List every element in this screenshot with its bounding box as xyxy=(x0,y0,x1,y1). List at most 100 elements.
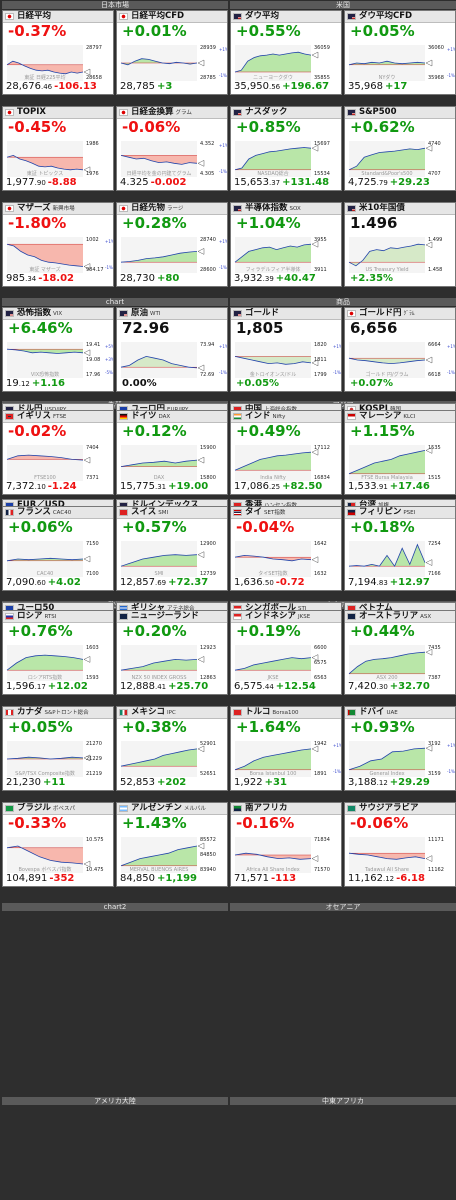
market-name: フランス CAC40 xyxy=(17,507,72,517)
card-header: カナダ S&Pトロント総合 xyxy=(3,707,113,719)
market-card[interactable]: ダウ平均 +0.55% 35,950.56 +196.67 ニューヨークダウ 36059 3… xyxy=(230,10,342,95)
market-card[interactable]: インドネシア JKSE +0.19% 6,575.44 +12.54 JKSE 6600 65… xyxy=(230,610,342,695)
card-header: スイス SMI xyxy=(117,507,227,519)
axis-tick-label: 1811 xyxy=(314,357,327,363)
card-header: TOPIX xyxy=(3,107,113,119)
price-change: +80 xyxy=(157,273,180,284)
card-header: 日経先物 ラージ xyxy=(117,203,227,215)
market-card[interactable]: 日経金換算 グラム -0.06% 4.325 -0.002 日経平均を金の円建てグラム 4.… xyxy=(116,106,228,191)
price-value: 985 xyxy=(6,273,26,284)
market-card[interactable]: 日経先物 ラージ +0.28% 28,730 +80 28740 28600 +1% -1% xyxy=(116,202,228,287)
axis-tick-label: 72.69 xyxy=(200,372,214,378)
axis-tick-label: 6600 xyxy=(314,645,327,651)
intraday-chart: ロシアRTS指数 1603 1593 xyxy=(6,645,99,681)
percent-tick-label: -1% xyxy=(219,73,227,78)
last-price-marker xyxy=(83,860,91,868)
price-line: 21,230 +11 xyxy=(6,777,67,789)
market-card[interactable]: ロシア RTSI +0.76% 1,596.17 +12.02 ロシアRTS指数 1603 1… xyxy=(2,610,114,695)
market-card[interactable]: ブラジル ボベスパ -0.33% 104,891 -352 Bovespa ボベスパ指数 1… xyxy=(2,802,114,887)
last-price-marker xyxy=(425,648,433,656)
market-card[interactable]: 南アフリカ -0.16% 71,571 -113 Africa All Share In… xyxy=(230,802,342,887)
market-card[interactable]: スイス SMI +0.57% 12,857.69 +72.37 SMI 12900 12739 xyxy=(116,506,228,591)
last-price-marker xyxy=(197,551,205,559)
last-price-marker xyxy=(197,456,205,464)
chart-line xyxy=(348,450,426,475)
price-line: 7,090.60 +4.02 xyxy=(6,577,83,589)
swiss-flag-icon xyxy=(119,509,128,516)
change-percent: +0.19% xyxy=(236,622,301,640)
market-card[interactable]: マザーズ 新興市場 -1.80% 985.34 -18.02 東証 マザーズ 1002 984… xyxy=(2,202,114,287)
card-header: イギリス FTSE xyxy=(3,411,113,423)
chart-background xyxy=(7,342,83,378)
intraday-chart: 7254 7166 xyxy=(348,541,441,577)
japan-flag-icon xyxy=(5,205,14,212)
market-card[interactable]: S&P500 +0.62% 4,725.79 +29.23 Standard&Poor'… xyxy=(344,106,456,191)
card-header: ゴールド xyxy=(231,308,341,320)
market-card[interactable]: ニュージーランド +0.20% 12,888.41 +25.70 NZX 50 INDE… xyxy=(116,610,228,695)
chart-area xyxy=(349,244,425,266)
market-card[interactable]: マレーシア KLCI +1.15% 1,533.91 +17.46 FTSE Bursa … xyxy=(344,410,456,495)
market-card[interactable]: ゴールド 1,805 +0.05% 金トロイオンス/ドル 1820 1811 1799 +1%… xyxy=(230,307,342,392)
market-card[interactable]: ゴールド円 ｸﾞﾗﾑ 6,656 +0.07% ゴールド 円/グラム 6664 6618 +1… xyxy=(344,307,456,392)
chart-line xyxy=(120,748,198,767)
index-watermark: India Nifty xyxy=(260,475,286,481)
market-card[interactable]: ドバイ UAE +0.93% 3,188.12 +29.29 General Index 3… xyxy=(344,706,456,791)
chart-line xyxy=(120,554,198,567)
market-card[interactable]: ダウ平均CFD +0.05% 35,968 +17 NYダウ 36060 35968 +1% -… xyxy=(344,10,456,95)
brazil-flag-icon xyxy=(5,805,14,812)
chart-area xyxy=(235,555,311,561)
france-flag-icon xyxy=(5,509,14,516)
market-subname: CAC40 xyxy=(52,510,72,516)
change-percent: -0.16% xyxy=(236,814,295,832)
market-card[interactable]: イギリス FTSE -0.02% 7,372.10 -1.24 FTSE100 7404 73… xyxy=(2,410,114,495)
market-card[interactable]: メキシコ IPC +0.38% 52,853 +202 52901 52651 xyxy=(116,706,228,791)
price-line: 1,636.50 -0.72 xyxy=(234,577,307,589)
chart-line xyxy=(234,51,312,73)
market-card[interactable]: フィリピン PSEI +0.18% 7,194.83 +12.97 7254 7166 xyxy=(344,506,456,591)
market-card[interactable]: サウジアラビア -0.06% 11,162.12 -6.18 Tadawul All S… xyxy=(344,802,456,887)
index-watermark: S&P/TSX Composite指数 xyxy=(15,770,75,777)
intraday-chart: 東証 日経225平均 28797 28658 xyxy=(6,45,102,81)
intraday-chart: タイSET指数 1642 1632 xyxy=(234,541,327,577)
price-decimals: .79 xyxy=(376,179,388,187)
market-card[interactable]: TOPIX -0.45% 1,977.90 -8.88 東証 トピックス 1986 1976 xyxy=(2,106,114,191)
chart-area xyxy=(7,244,83,267)
chart-line xyxy=(6,756,84,760)
chart-area xyxy=(7,655,83,671)
intraday-chart: CAC40 7150 7100 xyxy=(6,541,99,577)
market-card[interactable]: 恐怖指数 VIX +6.46% 19.12 +1.16 VIX恐怖指数 19.41 19.08… xyxy=(2,307,114,392)
card-header: S&P500 xyxy=(345,107,455,119)
chart-line xyxy=(234,356,312,365)
percent-tick-label: +1% xyxy=(447,743,456,748)
price-line: 35,950.56 +196.67 xyxy=(234,81,331,93)
card-header: インドネシア JKSE xyxy=(231,611,341,623)
market-card[interactable]: アルゼンチン メルバル +1.43% 84,850 +1,199 MERVAL BUENO… xyxy=(116,802,228,887)
price-value: 4,725 xyxy=(348,177,377,188)
card-header: フランス CAC40 xyxy=(3,507,113,519)
change-percent: +0.85% xyxy=(236,118,301,136)
turkey-flag-icon xyxy=(233,709,242,716)
market-card[interactable]: トルコ Borsa100 +1.64% 1,922 +31 Borsa Istanbul … xyxy=(230,706,342,791)
last-price-marker xyxy=(83,263,91,270)
market-card[interactable]: フランス CAC40 +0.06% 7,090.60 +4.02 CAC40 7150 710… xyxy=(2,506,114,591)
price-decimals: .30 xyxy=(376,683,388,691)
market-subname: Nifty xyxy=(272,414,286,420)
market-card[interactable]: タイ SET指数 -0.04% 1,636.50 -0.72 タイSET指数 1642 163… xyxy=(230,506,342,591)
market-card[interactable]: 米10年国債 1.496 +2.35% US Treasury Yield 1.499 1… xyxy=(344,202,456,287)
usa-flag-icon xyxy=(347,13,356,20)
chart-line xyxy=(120,251,198,263)
market-card[interactable]: 半導体指数 SOX +1.04% 3,932.39 +40.47 フィラデルフィア半導体 3… xyxy=(230,202,342,287)
price-line: 15,775.31 +19.00 xyxy=(120,481,210,493)
market-card[interactable]: インド Nifty +0.49% 17,086.25 +82.50 India Nifty… xyxy=(230,410,342,495)
market-card[interactable]: 日経平均CFD +0.01% 28,785 +3 28939 28785 +1% -1% xyxy=(116,10,228,95)
market-card[interactable]: 日経平均 -0.37% 28,676.46 -106.13 東証 日経225平均 2879… xyxy=(2,10,114,95)
market-card[interactable]: ドイツ DAX +0.12% 15,775.31 +19.00 DAX 15900 15800 xyxy=(116,410,228,495)
market-card[interactable]: 原油 WTI 72.96 0.00% 73.94 72.69 +1% -1% xyxy=(116,307,228,392)
intraday-chart: 73.94 72.69 +1% -1% xyxy=(120,342,227,378)
market-card[interactable]: ナスダック +0.85% 15,653.37 +131.48 NASDAQ総合 15697… xyxy=(230,106,342,191)
market-card[interactable]: オーストラリア ASX +0.44% 7,420.30 +32.70 ASX 200 743… xyxy=(344,610,456,695)
price-change: -6.18 xyxy=(396,873,425,884)
price-change: +19.00 xyxy=(168,481,209,492)
market-card[interactable]: カナダ S&Pトロント総合 +0.05% 21,230 +11 S&P/TSX Compo… xyxy=(2,706,114,791)
chart-area xyxy=(349,61,425,65)
